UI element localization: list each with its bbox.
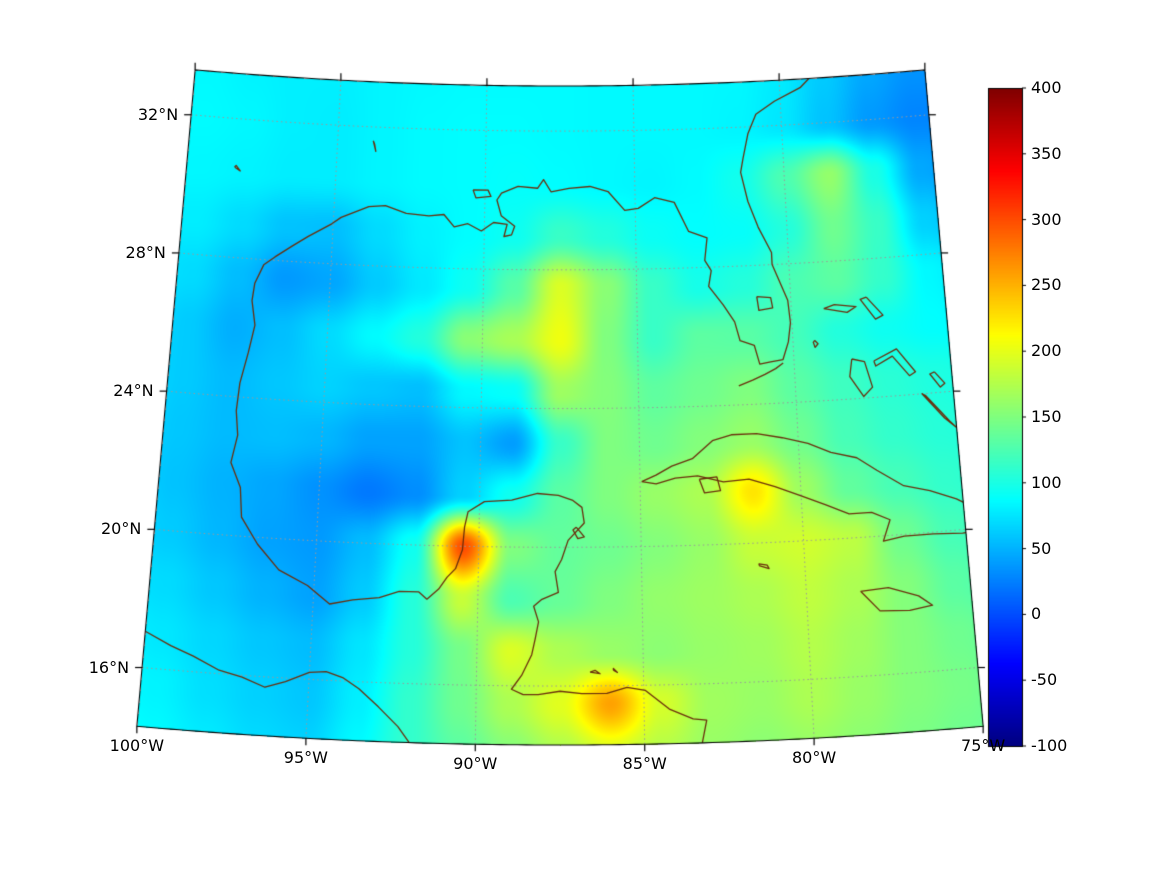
map-canvas [0, 0, 1167, 875]
figure: 100°W 95°W 90°W 85°W 80°W 75°W 16°N 20°N 24°N 28°… [0, 0, 1167, 875]
